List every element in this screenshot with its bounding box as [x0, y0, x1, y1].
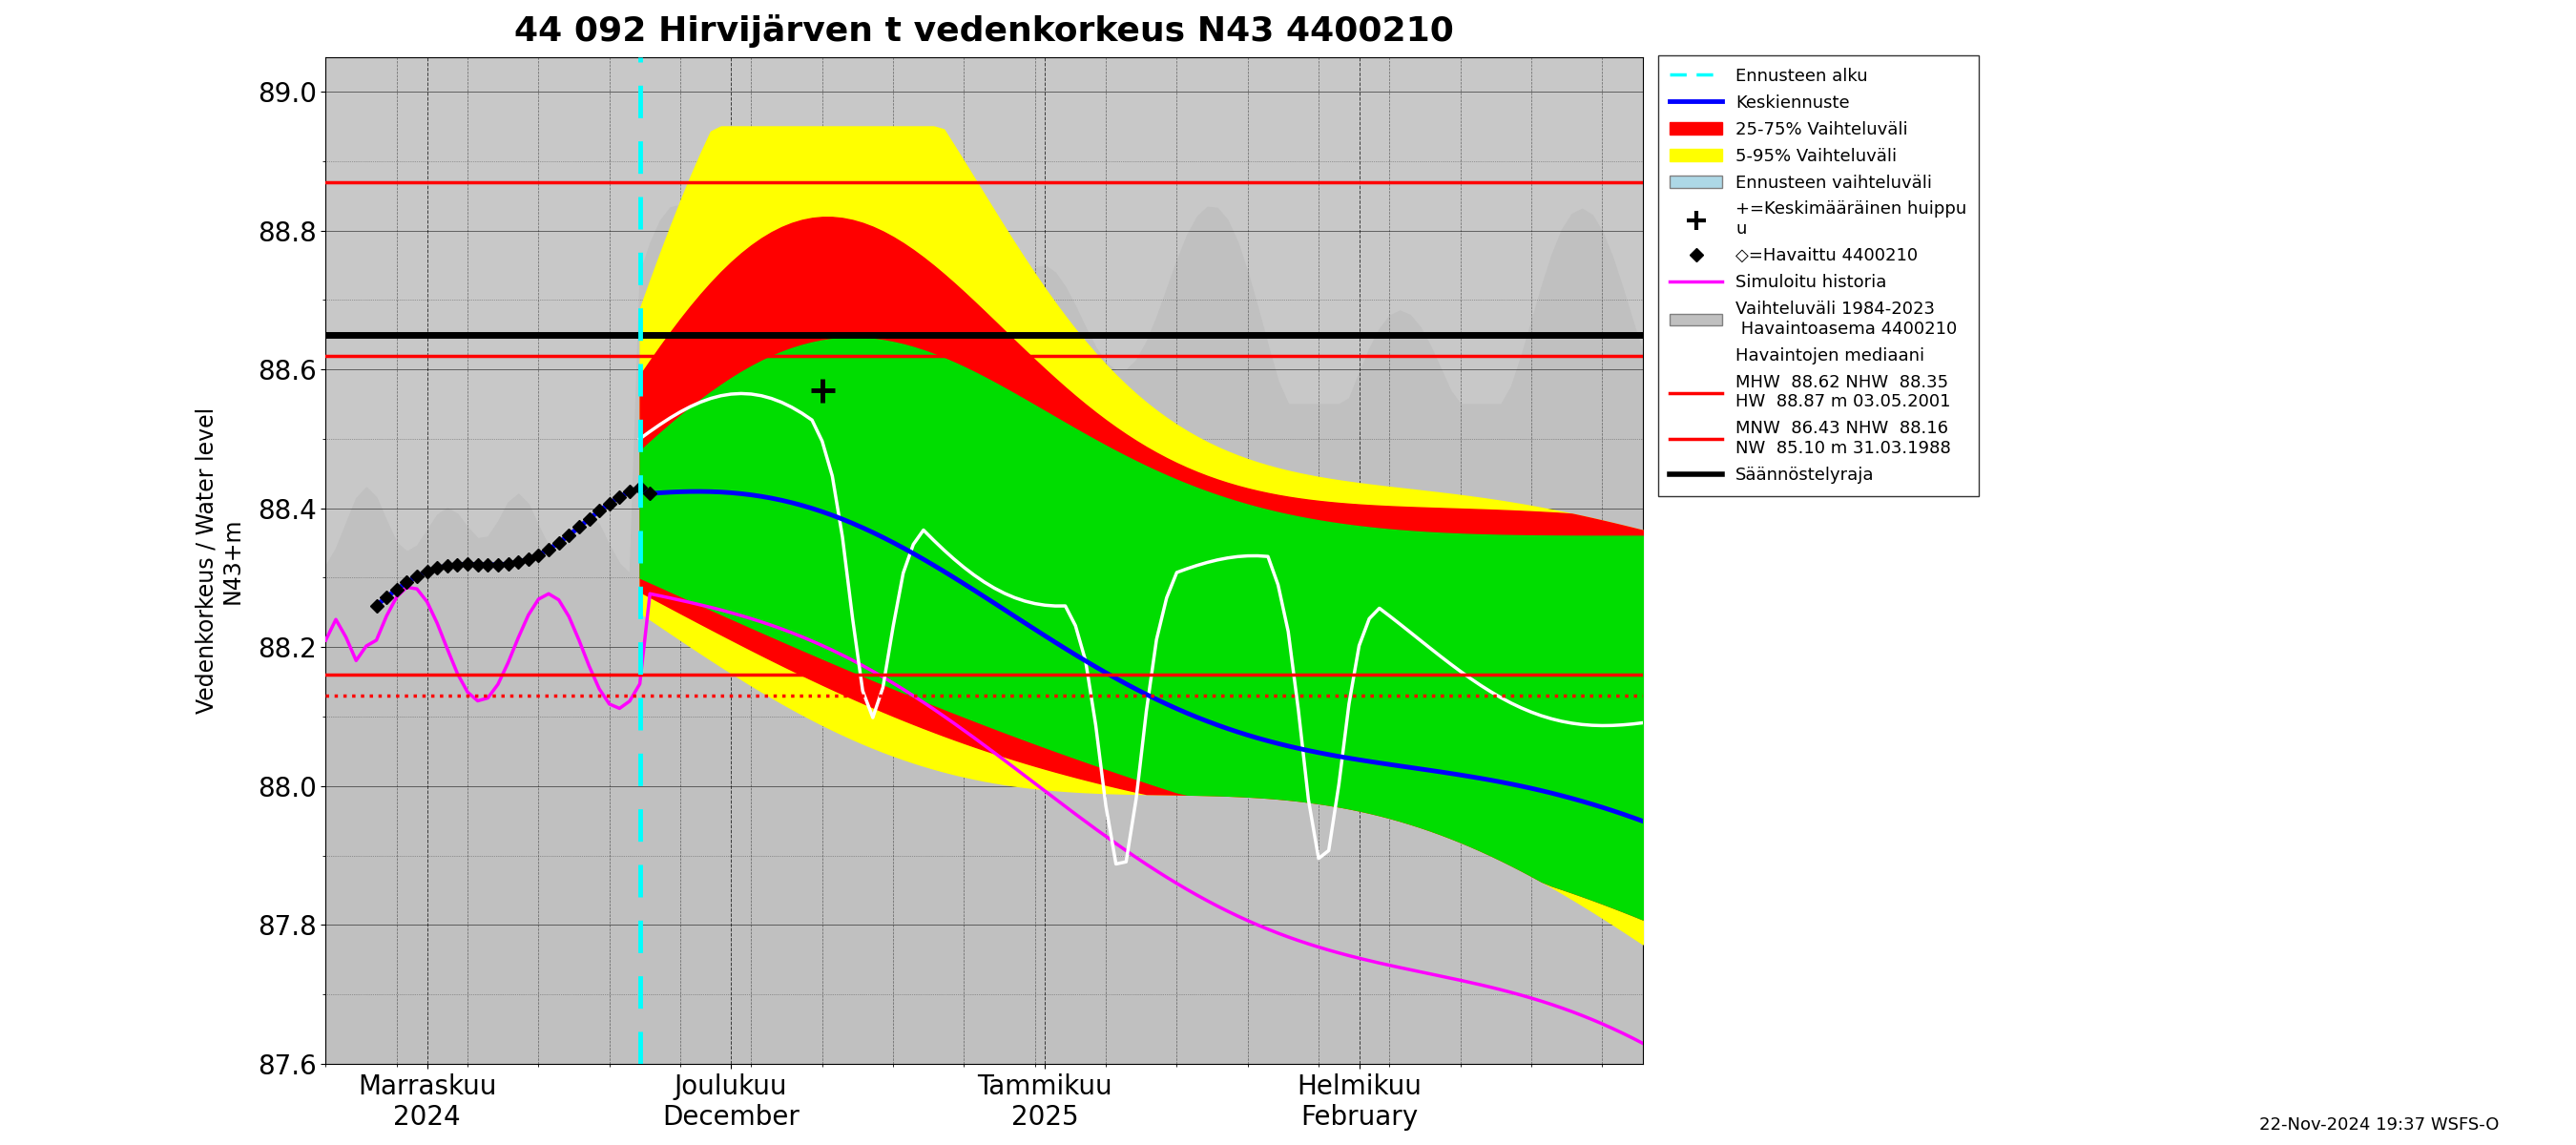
Y-axis label: Vedenkorkeus / Water level
N43+m: Vedenkorkeus / Water level N43+m — [196, 408, 245, 713]
Title: 44 092 Hirvijärven t vedenkorkeus N43 4400210: 44 092 Hirvijärven t vedenkorkeus N43 44… — [515, 14, 1453, 48]
Legend: Ennusteen alku, Keskiennuste, 25-75% Vaihteluväli, 5-95% Vaihteluväli, Ennusteen: Ennusteen alku, Keskiennuste, 25-75% Vai… — [1659, 55, 1978, 496]
Text: 22-Nov-2024 19:37 WSFS-O: 22-Nov-2024 19:37 WSFS-O — [2259, 1116, 2499, 1134]
